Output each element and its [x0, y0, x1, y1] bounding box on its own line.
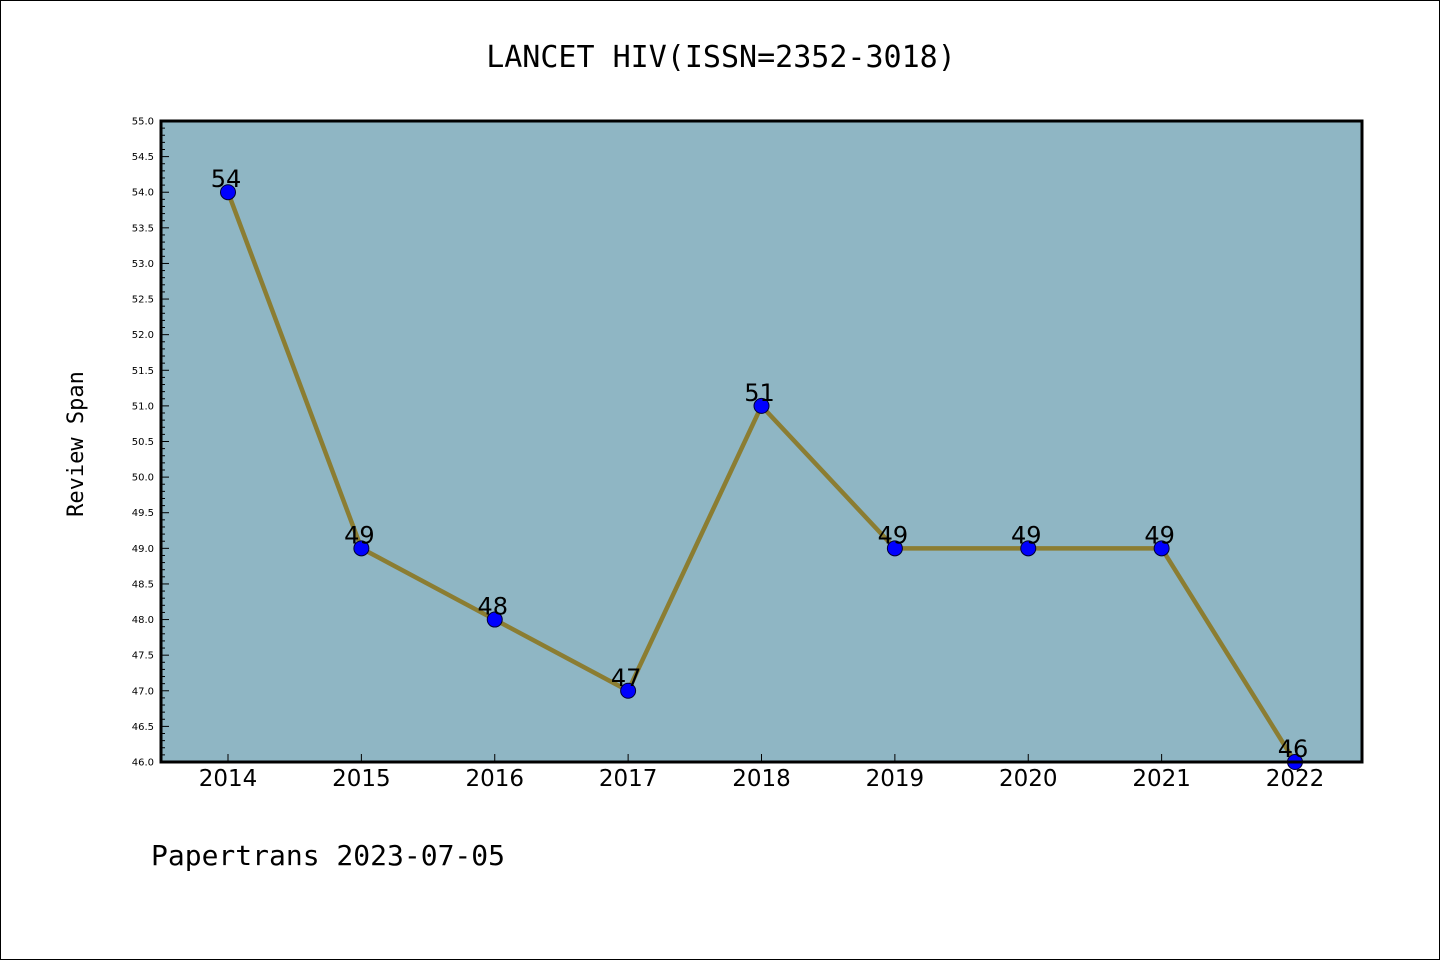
x-tick-label: 2019: [866, 766, 925, 792]
x-tick-label: 2022: [1266, 766, 1325, 792]
y-tick-label: 46.0: [132, 758, 154, 769]
x-tick-label: 2017: [599, 766, 658, 792]
y-tick-label: 50.5: [132, 437, 154, 448]
data-point: [220, 184, 236, 201]
y-tick-label: 54.5: [132, 152, 154, 163]
y-tick-label: 53.0: [132, 259, 154, 270]
data-label: 49: [344, 521, 375, 549]
data-label: 49: [1144, 521, 1175, 549]
y-tick-label: 48.5: [132, 579, 154, 590]
y-axis-ticks: 46.0 46.5 47.0 47.5 48.0 48.5 49.0 49.5 50.0 50.5…: [132, 117, 169, 769]
data-point: [1020, 540, 1037, 557]
y-tick-label: 49.5: [132, 508, 154, 519]
plot-area: [161, 121, 1362, 762]
y-tick-label: 46.5: [132, 722, 154, 733]
data-label: 49: [878, 521, 909, 549]
data-point: [353, 540, 370, 557]
data-point: [753, 397, 770, 414]
data-point: [886, 540, 903, 557]
x-tick-label: 2014: [199, 766, 258, 792]
y-tick-label: 52.5: [132, 295, 154, 306]
chart-title: LANCET HIV(ISSN=2352-3018): [486, 40, 956, 75]
y-tick-label: 47.5: [132, 651, 154, 662]
y-tick-label: 51.0: [132, 401, 154, 412]
y-tick-label: 52.0: [132, 330, 154, 341]
y-tick-label: 51.5: [132, 366, 154, 377]
series-review-span: [220, 184, 1303, 770]
data-label: 48: [477, 593, 508, 621]
x-tick-label: 2016: [465, 766, 524, 792]
data-point: [1153, 540, 1170, 557]
footer-text: Papertrans 2023-07-05: [151, 839, 505, 872]
y-tick-label: 54.0: [132, 188, 154, 199]
y-tick-label: 55.0: [132, 117, 154, 128]
data-label: 51: [744, 379, 775, 407]
data-point: [486, 611, 503, 628]
y-tick-label: 47.0: [132, 686, 154, 697]
data-point: [620, 682, 637, 699]
plot-border: [159, 119, 1364, 764]
data-labels: 54 49 48 47 51 49 49 49 46: [211, 165, 1309, 763]
data-label: 49: [1011, 521, 1042, 549]
x-tick-label: 2020: [999, 766, 1058, 792]
x-tick-label: 2021: [1132, 766, 1191, 792]
y-axis-label: Review Span: [64, 371, 89, 517]
y-tick-label: 53.5: [132, 223, 154, 234]
data-label: 46: [1278, 735, 1309, 763]
x-tick-label: 2018: [732, 766, 791, 792]
x-axis-ticks: 2014 2015 2016 2017 2018 2019 2020 2021 2022: [199, 754, 1325, 792]
data-label: 54: [211, 165, 242, 193]
y-tick-label: 49.0: [132, 544, 154, 555]
y-tick-label: 50.0: [132, 473, 154, 484]
data-label: 47: [611, 664, 642, 692]
y-tick-label: 48.0: [132, 615, 154, 626]
x-tick-label: 2015: [332, 766, 391, 792]
